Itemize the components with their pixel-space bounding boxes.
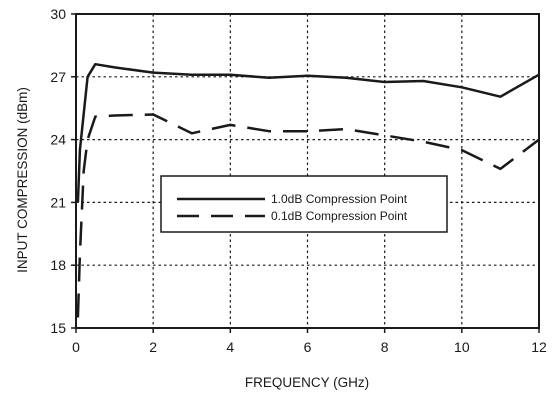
x-tick-label: 8 <box>381 339 389 355</box>
y-tick-label: 24 <box>50 132 66 148</box>
x-tick-label: 10 <box>454 339 470 355</box>
legend-box <box>160 175 448 233</box>
x-tick-label: 12 <box>531 339 547 355</box>
x-tick-label: 4 <box>226 339 234 355</box>
legend-label-1db: 1.0dB Compression Point <box>271 192 408 206</box>
legend: 1.0dB Compression Point 0.1dB Compressio… <box>160 175 448 233</box>
y-tick-label: 30 <box>50 6 66 22</box>
x-axis-label: FREQUENCY (GHz) <box>245 375 369 390</box>
series-line-1db <box>76 62 540 203</box>
legend-label-0-1db: 0.1dB Compression Point <box>271 209 408 223</box>
y-axis-label: INPUT COMPRESSION (dBm) <box>15 87 30 273</box>
x-tick-label: 2 <box>149 339 157 355</box>
x-tick-label: 0 <box>72 339 80 355</box>
y-tick-label: 21 <box>50 194 66 210</box>
y-tick-label: 15 <box>50 320 66 336</box>
series-lines <box>76 62 540 318</box>
series-line-0-1db <box>76 113 540 318</box>
y-tick-label: 18 <box>50 257 66 273</box>
x-tick-label: 6 <box>304 339 312 355</box>
y-tick-label: 27 <box>50 69 66 85</box>
